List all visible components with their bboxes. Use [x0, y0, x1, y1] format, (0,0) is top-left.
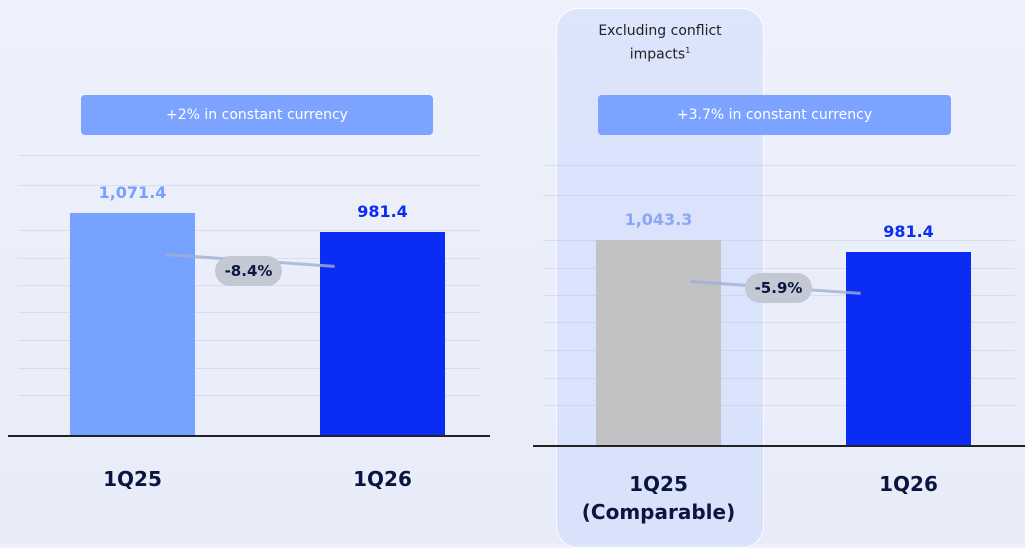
decor-line [543, 165, 1015, 166]
decor-line [18, 312, 480, 313]
decor-line [18, 395, 480, 396]
value-label: 981.4 [883, 222, 934, 242]
note-ref: 1 [685, 46, 691, 55]
note-text: Excluding conflict impacts [598, 23, 722, 63]
decor-line [543, 195, 1015, 196]
decor-line [18, 155, 480, 156]
banner: +2% in constant currency [81, 95, 433, 135]
x-tick-label: 1Q25 (Comparable) [581, 472, 736, 524]
baseline [533, 445, 1025, 447]
decor-line [543, 268, 1015, 269]
bar [596, 239, 721, 445]
decor-line [18, 230, 480, 231]
value-label: 981.4 [357, 201, 408, 221]
decor-line [18, 185, 480, 186]
banner: +3.7% in constant currency [598, 95, 951, 135]
decor-line [543, 350, 1015, 351]
x-tick-label: 1Q26 [353, 467, 412, 491]
baseline [8, 435, 490, 437]
value-label: 1,043.3 [624, 209, 693, 229]
note: Excluding conflict impacts1 [556, 22, 764, 65]
decor-line [543, 405, 1015, 406]
bar [846, 252, 971, 445]
decor-line [18, 340, 480, 341]
value-label: 1,071.4 [98, 183, 167, 202]
decor-line [543, 322, 1015, 323]
decor-line [543, 378, 1015, 379]
change-label: -8.4% [215, 256, 282, 286]
bar [70, 213, 195, 435]
bar [320, 231, 445, 435]
x-tick-label: 1Q25 [103, 467, 162, 491]
decor-line [543, 240, 1015, 241]
decor-line [18, 368, 480, 369]
x-tick-label: 1Q26 [879, 472, 938, 496]
change-label: -5.9% [745, 273, 812, 303]
